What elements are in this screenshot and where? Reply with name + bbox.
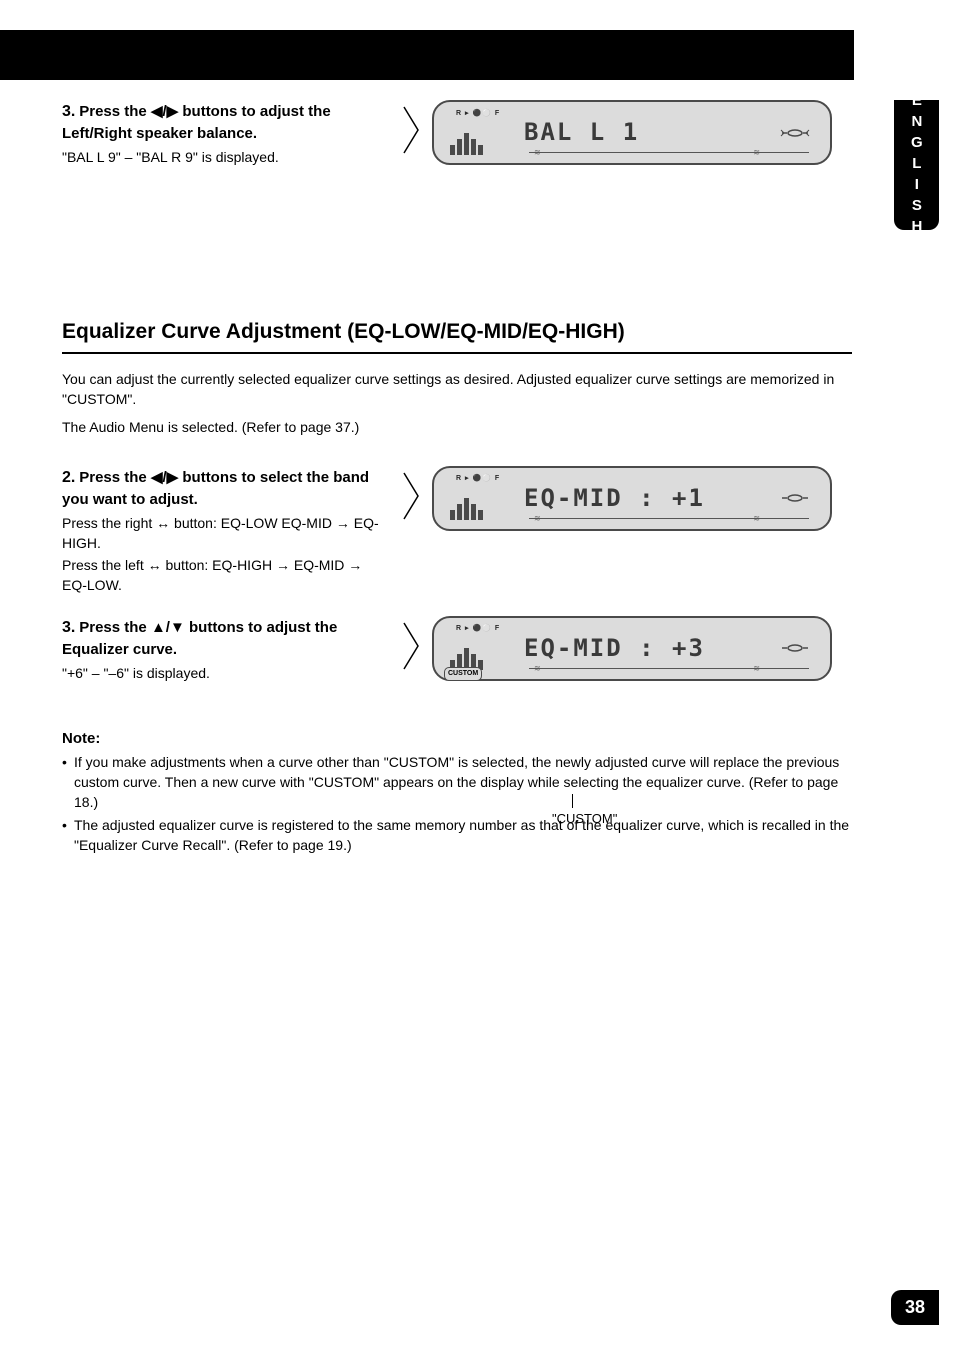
lcd-display-eq-step2: R ▸ ⚫⚪ F EQ-MID : +1 ≋ ≋ — [432, 466, 832, 531]
display-text: BAL L 1 — [524, 115, 775, 150]
display-right-icon — [775, 484, 815, 512]
chevron-icon — [402, 616, 432, 676]
step-title: Press the ◀/▶ buttons to select the band… — [62, 469, 369, 508]
eq-step-2-text: 2. Press the ◀/▶ buttons to select the b… — [62, 466, 402, 596]
wave-icon: ≋ — [753, 147, 760, 159]
display-right-icon — [775, 634, 815, 662]
display-indicators: R ▸ ⚫⚪ F — [456, 109, 500, 119]
wave-icon: ≋ — [534, 663, 541, 675]
display-left-cluster: R ▸ ⚫⚪ F — [444, 624, 514, 672]
note-heading: Note: — [62, 728, 852, 750]
spectrum-icon — [450, 498, 483, 520]
wave-icon: ≋ — [534, 513, 541, 525]
wave-icon: ≋ — [753, 663, 760, 675]
left-right-arrows: ◀/▶ — [151, 469, 178, 486]
display-text: EQ-MID : +1 — [524, 481, 775, 516]
wave-icon: ≋ — [753, 513, 760, 525]
intro-line-1: You can adjust the currently selected eq… — [62, 369, 852, 410]
balance-step: 3. Press the ◀/▶ buttons to adjust the L… — [62, 100, 852, 167]
eq-baseline — [529, 518, 809, 519]
intro-line-2: The Audio Menu is selected. (Refer to pa… — [62, 417, 852, 437]
eq-step-2: 2. Press the ◀/▶ buttons to select the b… — [62, 466, 852, 596]
section-intro: You can adjust the currently selected eq… — [62, 369, 852, 438]
top-black-bar — [0, 30, 854, 80]
double-arrow-icon: ↔ — [148, 557, 162, 573]
left-right-arrows: ◀/▶ — [151, 103, 178, 120]
eq-baseline — [529, 668, 809, 669]
step-title: Press the ◀/▶ buttons to adjust the Left… — [62, 103, 331, 142]
main-content: 3. Press the ◀/▶ buttons to adjust the L… — [62, 100, 852, 857]
display-left-cluster: R ▸ ⚫⚪ F — [444, 474, 514, 522]
note-item: If you make adjustments when a curve oth… — [62, 752, 852, 813]
display-text: EQ-MID : +3 — [524, 631, 775, 666]
step-body-line2: Press the left ↔ button: EQ-HIGH → EQ-MI… — [62, 555, 382, 596]
language-tab: ENGLISH — [894, 100, 939, 230]
eq-step-3: 3. Press the ▲/▼ buttons to adjust the E… — [62, 616, 852, 683]
chevron-icon — [402, 466, 432, 526]
step-body: "+6" – "–6" is displayed. — [62, 663, 382, 683]
step-title: Press the ▲/▼ buttons to adjust the Equa… — [62, 619, 337, 658]
note-section: Note: If you make adjustments when a cur… — [62, 728, 852, 855]
spectrum-icon — [450, 133, 483, 155]
eq-baseline — [529, 152, 809, 153]
lcd-display-eq-step3: R ▸ ⚫⚪ F EQ-MID : +3 CUSTOM ≋ ≋ — [432, 616, 832, 681]
note-item: The adjusted equalizer curve is register… — [62, 815, 852, 856]
balance-step-text: 3. Press the ◀/▶ buttons to adjust the L… — [62, 100, 402, 167]
section-heading: Equalizer Curve Adjustment (EQ-LOW/EQ-MI… — [62, 317, 852, 353]
chevron-icon — [402, 100, 432, 160]
step-number: 3. — [62, 619, 75, 636]
display-indicators: R ▸ ⚫⚪ F — [456, 474, 500, 484]
display-left-cluster: R ▸ ⚫⚪ F — [444, 109, 514, 157]
step-number: 3. — [62, 103, 75, 120]
eq-step-3-text: 3. Press the ▲/▼ buttons to adjust the E… — [62, 616, 402, 683]
lcd-display-balance: R ▸ ⚫⚪ F BAL L 1 ≋ ≋ — [432, 100, 832, 165]
wave-icon: ≋ — [534, 147, 541, 159]
note-list: If you make adjustments when a curve oth… — [62, 752, 852, 855]
step-body-line1: Press the right ↔ button: EQ-LOW EQ-MID … — [62, 513, 382, 554]
display-right-icon — [775, 119, 815, 147]
display-indicators: R ▸ ⚫⚪ F — [456, 624, 500, 634]
page-number-badge: 38 — [891, 1290, 939, 1325]
double-arrow-icon: ↔ — [156, 515, 170, 531]
step-number: 2. — [62, 469, 75, 486]
up-down-arrows: ▲/▼ — [151, 619, 185, 636]
step-body: "BAL L 9" – "BAL R 9" is displayed. — [62, 147, 382, 167]
custom-badge: CUSTOM — [444, 667, 482, 681]
